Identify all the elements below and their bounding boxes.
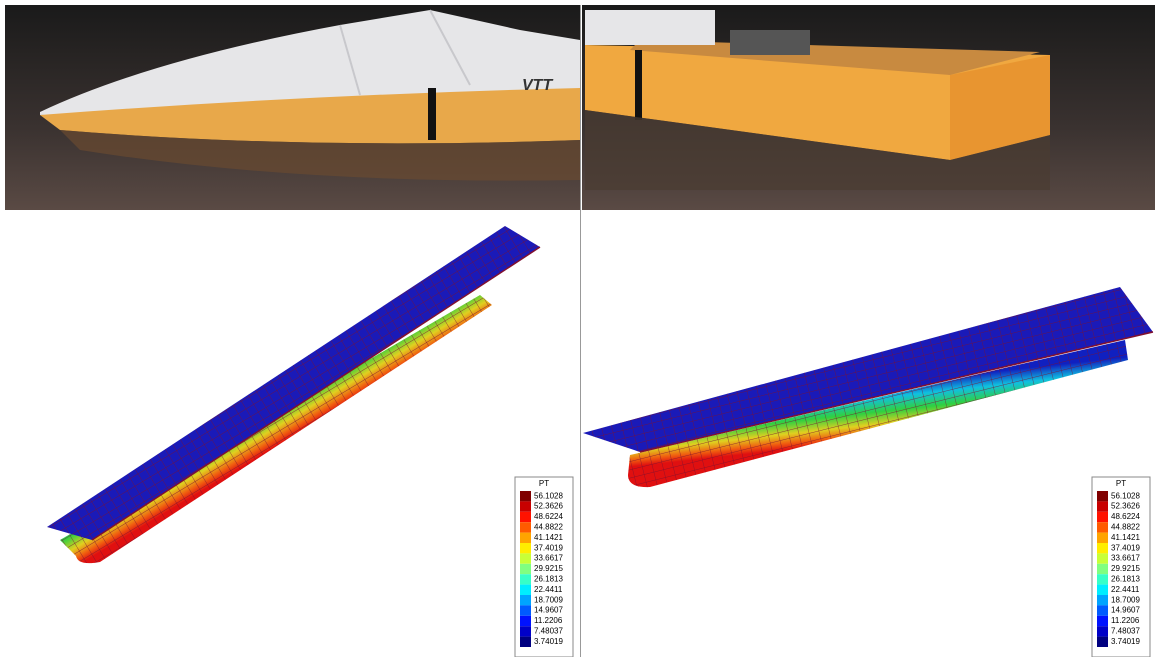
legend-swatch: [1097, 616, 1108, 626]
legend-value: 3.74019: [534, 637, 563, 646]
legend-value: 44.8822: [534, 523, 563, 532]
legend-value: 7.48037: [1111, 627, 1140, 636]
legend-swatch: [1097, 564, 1108, 574]
legend-value: 37.4019: [534, 543, 563, 552]
legend-title: PT: [539, 479, 549, 488]
legend-value: 7.48037: [534, 627, 563, 636]
legend-value: 26.1813: [1111, 575, 1140, 584]
legend-value: 56.1028: [534, 491, 563, 500]
legend-swatch: [520, 585, 531, 595]
photo-right: [582, 5, 1155, 210]
legend-swatch: [520, 533, 531, 543]
legend-value: 11.2206: [534, 616, 563, 625]
legend-swatch: [520, 512, 531, 522]
legend-swatch: [520, 637, 531, 647]
legend-value: 44.8822: [1111, 523, 1140, 532]
legend-swatch: [520, 564, 531, 574]
legend-value: 41.1421: [534, 533, 563, 542]
legend-value: 22.4411: [534, 585, 563, 594]
legend-swatch: [520, 501, 531, 511]
legend-swatch: [1097, 637, 1108, 647]
legend-value: 52.3626: [534, 502, 563, 511]
legend-swatch: [520, 574, 531, 584]
legend-value: 33.6617: [534, 554, 563, 563]
legend-value: 29.9215: [534, 564, 563, 573]
legend-swatch: [520, 543, 531, 553]
photo-left: VTT: [5, 5, 580, 210]
legend-swatch: [1097, 533, 1108, 543]
legend-swatch: [1097, 605, 1108, 615]
legend-swatch: [1097, 543, 1108, 553]
legend-swatch: [1097, 585, 1108, 595]
legend-swatch: [1097, 512, 1108, 522]
figure: VTT PT56.102852.362648.622444.882241.142…: [0, 0, 1155, 657]
legend-swatch: [1097, 491, 1108, 501]
legend-swatch: [1097, 501, 1108, 511]
legend-value: 22.4411: [1111, 585, 1140, 594]
legend-value: 14.9607: [534, 606, 563, 615]
render-left: [47, 226, 540, 563]
legend-value: 3.74019: [1111, 637, 1140, 646]
legend-swatch: [1097, 574, 1108, 584]
legend-swatch: [520, 626, 531, 636]
legend-value: 33.6617: [1111, 554, 1140, 563]
legend-swatch: [520, 616, 531, 626]
legend-value: 26.1813: [534, 575, 563, 584]
legend-value: 56.1028: [1111, 491, 1140, 500]
legend-value: 18.7009: [1111, 595, 1140, 604]
legend-value: 41.1421: [1111, 533, 1140, 542]
legend-value: 48.6224: [1111, 512, 1140, 521]
legend-swatch: [520, 522, 531, 532]
hull-mark: VTT: [522, 77, 553, 94]
legend-value: 14.9607: [1111, 606, 1140, 615]
legend-swatch: [520, 491, 531, 501]
legend-swatch: [520, 595, 531, 605]
legend-value: 52.3626: [1111, 502, 1140, 511]
legend-value: 37.4019: [1111, 543, 1140, 552]
render-right: [583, 287, 1153, 487]
legend-swatch: [1097, 595, 1108, 605]
legend-value: 48.6224: [534, 512, 563, 521]
legend-swatch: [1097, 626, 1108, 636]
legend-swatch: [1097, 522, 1108, 532]
legend-swatch: [520, 553, 531, 563]
legend-title: PT: [1116, 479, 1126, 488]
legend-swatch: [1097, 553, 1108, 563]
legend-value: 11.2206: [1111, 616, 1140, 625]
legend-value: 18.7009: [534, 595, 563, 604]
legend-swatch: [520, 605, 531, 615]
legend-value: 29.9215: [1111, 564, 1140, 573]
